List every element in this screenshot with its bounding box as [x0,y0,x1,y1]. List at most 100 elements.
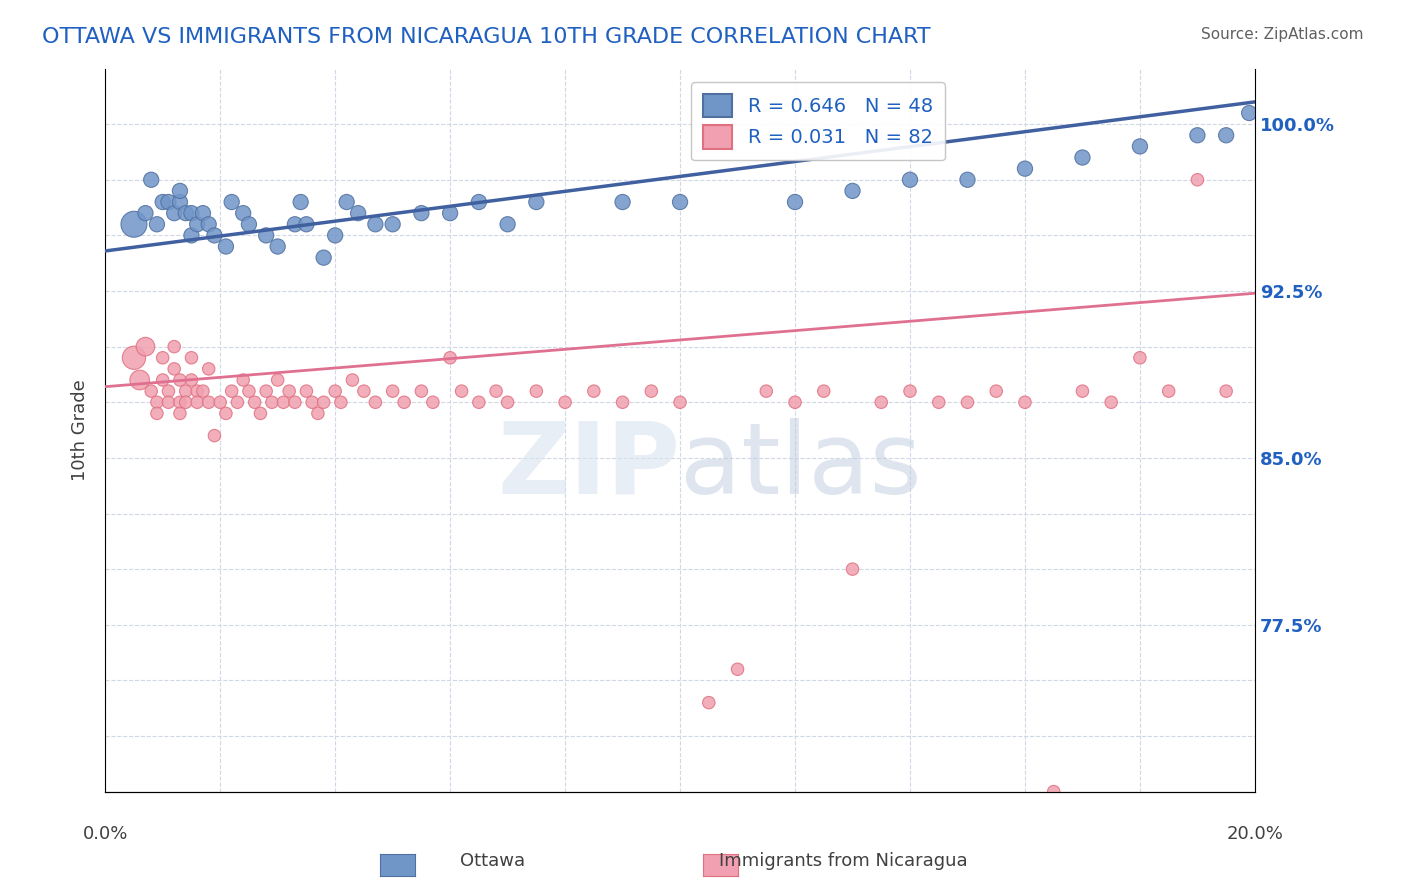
Point [146,406,169,420]
Point [141,384,163,398]
Point [284,217,307,231]
Point [169,373,191,387]
Point [450,384,472,398]
Point [1129,139,1152,153]
Point [197,362,219,376]
Text: OTTAWA VS IMMIGRANTS FROM NICARAGUA 10TH GRADE CORRELATION CHART: OTTAWA VS IMMIGRANTS FROM NICARAGUA 10TH… [42,27,931,46]
Point [727,662,749,676]
Point [986,384,1008,398]
Point [180,373,202,387]
Point [163,362,186,376]
Point [122,351,145,365]
Point [180,206,202,220]
Point [221,384,243,398]
Point [254,228,277,243]
Point [783,395,806,409]
Point [278,384,301,398]
Text: atlas: atlas [681,417,922,515]
Point [266,239,288,253]
Text: Source: ZipAtlas.com: Source: ZipAtlas.com [1201,27,1364,42]
Point [128,373,150,387]
Point [956,395,979,409]
Point [439,351,461,365]
Point [1014,395,1036,409]
Point [134,340,156,354]
Point [1187,173,1209,187]
Point [266,373,288,387]
Point [180,228,202,243]
Point [273,395,295,409]
Point [312,251,335,265]
Point [226,395,249,409]
Point [157,384,180,398]
Point [238,384,260,398]
Point [612,194,634,209]
Point [209,395,232,409]
Point [956,173,979,187]
Point [163,206,186,220]
Point [422,395,444,409]
Point [260,395,283,409]
Point [468,395,491,409]
Point [174,395,197,409]
Point [697,696,720,710]
Point [669,395,692,409]
Point [1237,106,1260,120]
Point [215,406,238,420]
Point [191,206,214,220]
Point [468,194,491,209]
Text: 20.0%: 20.0% [1226,825,1284,843]
Point [755,384,778,398]
Point [898,384,921,398]
Point [439,206,461,220]
Text: Ottawa: Ottawa [460,852,524,870]
Point [496,217,519,231]
Point [392,395,415,409]
Point [347,206,370,220]
Point [669,194,692,209]
Point [1215,128,1237,143]
Point [1099,395,1122,409]
Point [174,206,197,220]
Point [342,373,364,387]
Point [870,395,893,409]
Point [157,194,180,209]
Point [152,351,174,365]
Point [174,384,197,398]
Point [186,217,208,231]
Point [312,395,335,409]
Text: ZIP: ZIP [498,417,681,515]
Point [1157,384,1180,398]
Text: 0.0%: 0.0% [83,825,128,843]
Point [197,395,219,409]
Point [141,173,163,187]
Point [169,395,191,409]
Point [554,395,576,409]
Point [1129,351,1152,365]
Text: Immigrants from Nicaragua: Immigrants from Nicaragua [720,852,967,870]
Point [186,384,208,398]
Point [232,206,254,220]
Point [157,395,180,409]
Point [1215,384,1237,398]
Point [353,384,375,398]
Point [323,228,346,243]
Point [169,184,191,198]
Point [290,194,312,209]
Legend: R = 0.646   N = 48, R = 0.031   N = 82: R = 0.646 N = 48, R = 0.031 N = 82 [692,82,945,161]
Point [323,384,346,398]
Point [295,217,318,231]
Point [146,395,169,409]
Point [381,384,404,398]
Point [243,395,266,409]
Point [134,206,156,220]
Y-axis label: 10th Grade: 10th Grade [72,379,89,481]
Point [411,384,433,398]
Point [191,384,214,398]
Point [301,395,323,409]
Point [1187,128,1209,143]
Point [186,395,208,409]
Point [496,395,519,409]
Point [411,206,433,220]
Point [329,395,352,409]
